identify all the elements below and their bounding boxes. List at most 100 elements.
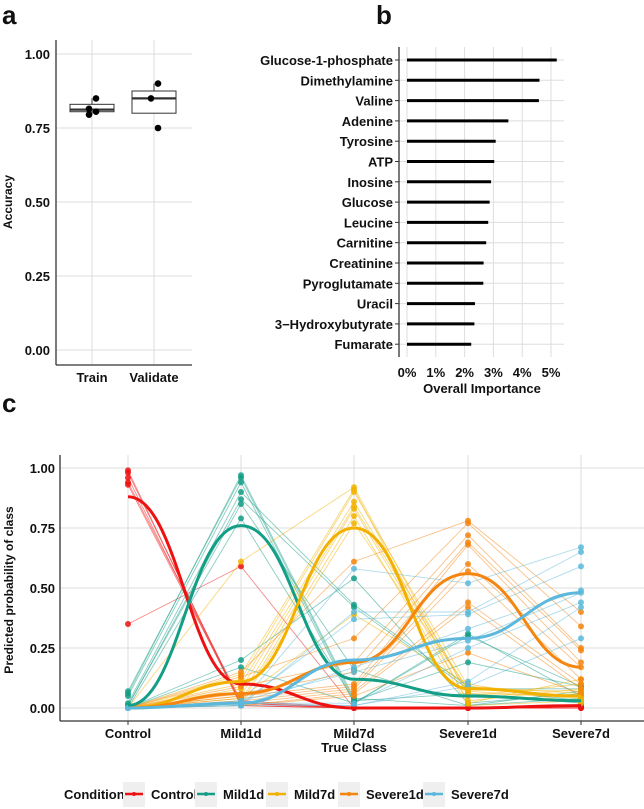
panel-label-b: b — [376, 0, 392, 30]
sample-point-mild1d — [238, 501, 244, 507]
data-point — [92, 95, 100, 102]
x-tick-label: Severe7d — [552, 726, 610, 741]
legend-label: Mild7d — [294, 787, 335, 802]
y-tick-label: 1.00 — [30, 461, 55, 476]
sample-point-mild1d — [238, 664, 244, 671]
sample-point-control — [125, 474, 131, 481]
y-tick-label: 0.25 — [30, 641, 55, 656]
legend-label: Severe7d — [451, 787, 509, 802]
sample-point-severe1d — [465, 541, 471, 548]
sample-point-mild7d — [351, 498, 357, 505]
sample-point-severe1d — [465, 532, 471, 539]
y-tick-label: Dimethylamine — [301, 73, 393, 88]
y-tick-label: 0.75 — [30, 521, 55, 536]
sample-point-severe7d — [465, 645, 471, 651]
sample-point-severe1d — [238, 673, 244, 680]
sample-point-severe1d — [351, 693, 357, 699]
x-tick-label: Validate — [129, 370, 178, 385]
sample-point-control — [125, 469, 131, 476]
sample-point-severe7d — [465, 611, 471, 618]
box — [131, 90, 177, 114]
data-point — [85, 105, 93, 113]
legend-key-point — [132, 792, 136, 796]
data-point — [147, 95, 155, 102]
smooth-line-mild7d — [127, 526, 582, 710]
legend-label: Control — [151, 787, 197, 802]
sample-point-severe1d — [238, 669, 244, 675]
legend-key-point — [204, 792, 208, 796]
y-tick-label: 0.50 — [25, 195, 50, 210]
sample-point-mild1d — [465, 659, 471, 666]
sample-point-severe1d — [578, 681, 584, 687]
x-tick-label: Mild1d — [220, 726, 261, 741]
sample-point-severe7d — [578, 599, 584, 606]
y-tick-label: Carnitine — [337, 236, 393, 251]
sample-point-severe1d — [465, 604, 471, 611]
y-tick-label: Uracil — [357, 297, 393, 312]
sample-point-severe7d — [351, 664, 357, 671]
legend-label: Severe1d — [366, 787, 424, 802]
sample-point-mild1d — [238, 657, 244, 663]
sample-point-severe1d — [351, 635, 357, 642]
y-tick-label: Glucose — [342, 195, 393, 210]
x-tick-label: Severe1d — [439, 726, 497, 741]
x-tick-label: 1% — [426, 365, 445, 380]
panel-a-boxplot: 0.00 0.25 0.50 0.75 1.00 Train Validate Accurac… — [1, 40, 192, 385]
sample-point-severe1d — [578, 659, 584, 666]
sample-point-severe1d — [578, 609, 584, 615]
sample-point-mild1d — [351, 575, 357, 582]
y-axis-title: Accuracy — [1, 175, 15, 229]
sample-point-mild7d — [238, 558, 244, 565]
sample-point-mild1d — [238, 489, 244, 495]
legend-label: Mild1d — [223, 787, 264, 802]
sample-point-mild7d — [351, 520, 357, 527]
sample-point-mild1d — [351, 604, 357, 611]
panel-b-importance-chart: 0% 1% 2% 3% 4% 5% Glucose-1-phosphate Dimethyla… — [260, 47, 564, 396]
x-tick-label: 4% — [513, 365, 532, 380]
y-tick-label: Leucine — [344, 215, 393, 230]
y-tick-label: 0.75 — [25, 121, 50, 136]
x-tick-label: Control — [105, 726, 151, 741]
data-point — [85, 111, 93, 118]
sample-point-severe7d — [465, 580, 471, 587]
y-tick-label: ATP — [368, 155, 393, 170]
sample-point-severe7d — [351, 669, 357, 675]
sample-point-severe7d — [578, 563, 584, 570]
x-tick-label: Mild7d — [333, 726, 374, 741]
sample-point-mild1d — [238, 496, 244, 503]
sample-point-control — [125, 621, 131, 627]
y-tick-label: Glucose-1-phosphate — [260, 53, 393, 68]
x-axis-title: Overall Importance — [423, 381, 541, 396]
smooth-line-severe7d — [127, 591, 582, 710]
sample-point-mild1d — [238, 479, 244, 486]
y-tick-label: Valine — [355, 94, 393, 109]
x-tick-label: Train — [76, 370, 107, 385]
y-tick-label: Creatinine — [329, 256, 393, 271]
sample-point-severe1d — [465, 520, 471, 527]
sample-point-control — [125, 481, 131, 488]
sample-point-mild7d — [351, 505, 357, 512]
sample-point-mild7d — [351, 489, 357, 495]
sample-point-severe7d — [351, 565, 357, 572]
y-axis-title: Predicted probability of class — [2, 506, 16, 674]
sample-point-severe7d — [578, 544, 584, 551]
x-tick-label: 0% — [398, 365, 417, 380]
sample-point-severe1d — [578, 685, 584, 692]
sample-point-mild1d — [238, 474, 244, 481]
sample-point-severe7d — [578, 635, 584, 642]
y-tick-label: 1.00 — [25, 47, 50, 62]
sample-point-severe7d — [465, 625, 471, 632]
legend-key-point — [347, 792, 351, 796]
x-axis-title: True Class — [321, 740, 387, 755]
sample-point-severe7d — [351, 616, 357, 623]
y-tick-label: 0.00 — [25, 343, 50, 358]
x-tick-label: 2% — [455, 365, 474, 380]
smooth-line-mild1d — [127, 524, 582, 708]
y-tick-label: Fumarate — [334, 337, 393, 352]
y-tick-label: Pyroglutamate — [303, 276, 393, 291]
legend-key-point — [432, 792, 436, 796]
sample-point-mild1d — [125, 693, 131, 699]
x-tick-label: 5% — [542, 365, 561, 380]
y-tick-label: Tyrosine — [340, 134, 393, 149]
